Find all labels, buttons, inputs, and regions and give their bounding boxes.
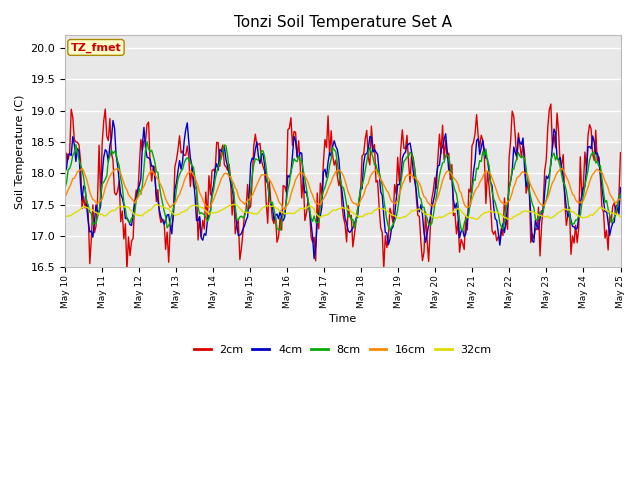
- 32cm: [256, 208, 264, 214]
- 2cm: [306, 205, 314, 211]
- 8cm: [459, 228, 467, 234]
- 8cm: [61, 185, 69, 191]
- X-axis label: Time: Time: [329, 313, 356, 324]
- 2cm: [617, 150, 625, 156]
- 2cm: [123, 267, 131, 273]
- 2cm: [131, 200, 138, 206]
- 2cm: [589, 151, 596, 157]
- 32cm: [247, 210, 255, 216]
- 8cm: [228, 180, 236, 186]
- 4cm: [131, 199, 138, 205]
- Line: 32cm: 32cm: [65, 204, 621, 219]
- 16cm: [617, 197, 625, 203]
- 4cm: [109, 118, 117, 123]
- 32cm: [227, 203, 234, 208]
- 8cm: [247, 187, 255, 192]
- 32cm: [617, 214, 625, 220]
- Y-axis label: Soil Temperature (C): Soil Temperature (C): [15, 94, 25, 208]
- 16cm: [281, 207, 289, 213]
- 2cm: [228, 212, 236, 218]
- Title: Tonzi Soil Temperature Set A: Tonzi Soil Temperature Set A: [234, 15, 452, 30]
- 16cm: [306, 184, 314, 190]
- 2cm: [256, 141, 264, 146]
- 32cm: [473, 216, 481, 222]
- Line: 8cm: 8cm: [65, 142, 621, 231]
- 32cm: [61, 213, 69, 219]
- 8cm: [143, 139, 151, 144]
- 8cm: [617, 192, 625, 198]
- 16cm: [558, 166, 566, 171]
- 16cm: [61, 194, 69, 200]
- 4cm: [61, 168, 69, 174]
- 16cm: [129, 197, 137, 203]
- Text: TZ_fmet: TZ_fmet: [70, 42, 122, 52]
- Line: 4cm: 4cm: [65, 120, 621, 259]
- 2cm: [61, 172, 69, 178]
- Line: 16cm: 16cm: [65, 168, 621, 210]
- 4cm: [617, 185, 625, 191]
- 4cm: [310, 256, 318, 262]
- 32cm: [306, 203, 314, 208]
- 4cm: [228, 186, 236, 192]
- Legend: 2cm, 4cm, 8cm, 16cm, 32cm: 2cm, 4cm, 8cm, 16cm, 32cm: [189, 340, 496, 359]
- 8cm: [129, 215, 137, 221]
- 8cm: [306, 205, 314, 211]
- 32cm: [129, 210, 137, 216]
- 16cm: [589, 171, 596, 177]
- 4cm: [306, 209, 314, 215]
- Line: 2cm: 2cm: [65, 104, 621, 270]
- 16cm: [227, 174, 234, 180]
- 16cm: [255, 179, 262, 184]
- 4cm: [247, 161, 255, 167]
- 16cm: [245, 197, 253, 203]
- 2cm: [547, 101, 555, 107]
- 8cm: [589, 150, 596, 156]
- 4cm: [256, 160, 264, 166]
- 4cm: [589, 133, 596, 139]
- 32cm: [589, 213, 596, 218]
- 8cm: [256, 155, 264, 161]
- 32cm: [230, 202, 237, 207]
- 2cm: [247, 203, 255, 209]
